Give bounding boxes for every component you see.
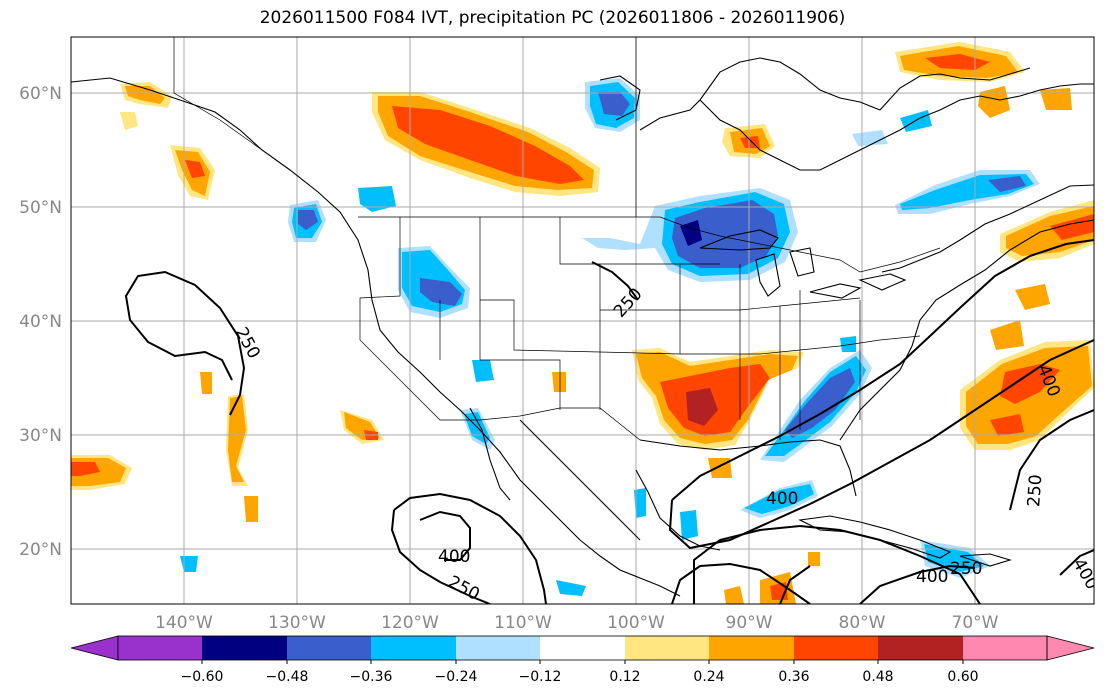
colorbar-extend-low xyxy=(70,635,119,661)
lat-label: 20°N xyxy=(19,540,62,560)
colorbar-tick-label: 0.48 xyxy=(862,669,893,685)
colorbar-swatch xyxy=(878,636,963,660)
lat-label: 40°N xyxy=(19,312,62,332)
longitude-labels: 140°W 130°W 120°W 110°W 100°W 90°W 80°W … xyxy=(155,613,999,633)
lon-label: 100°W xyxy=(607,613,665,633)
colorbar-swatch xyxy=(287,636,371,660)
colorbar-tick-label: −0.24 xyxy=(435,669,478,685)
map-border xyxy=(70,36,1095,605)
lon-label: 140°W xyxy=(155,613,213,633)
lon-label: 120°W xyxy=(381,613,439,633)
colorbar-tick-label: −0.12 xyxy=(519,669,562,685)
lat-label: 50°N xyxy=(19,198,62,218)
colorbar-swatch xyxy=(202,636,287,660)
ivt-contours xyxy=(124,239,1094,604)
lon-label: 90°W xyxy=(726,613,773,633)
lon-label: 80°W xyxy=(839,613,886,633)
lat-label: 30°N xyxy=(19,426,62,446)
colorbar-tick-label: 0.60 xyxy=(947,669,978,685)
latitude-labels: 60°N 50°N 40°N 30°N 20°N xyxy=(19,84,62,560)
lon-label: 110°W xyxy=(494,613,552,633)
colorbar-tick-label: 0.36 xyxy=(778,669,809,685)
colorbar-swatch xyxy=(371,636,456,660)
lat-label: 60°N xyxy=(19,84,62,104)
precip-anomaly-layer xyxy=(71,42,1094,604)
colorbar-tick-label: 0.24 xyxy=(693,669,724,685)
colorbar-swatch xyxy=(456,636,540,660)
political-borders xyxy=(173,37,941,441)
graticule xyxy=(71,37,1094,604)
colorbar-tick-label: −0.60 xyxy=(181,669,224,685)
colorbar-tick-label: 0.12 xyxy=(609,669,640,685)
contour-label: 250 xyxy=(950,559,982,579)
contour-label: 250 xyxy=(1024,474,1046,508)
colorbar-extend-high xyxy=(1046,635,1095,661)
contour-label: 400 xyxy=(766,489,798,509)
coastlines xyxy=(71,57,1094,597)
colorbar-swatch xyxy=(794,636,878,660)
colorbar-swatch xyxy=(963,636,1047,660)
colorbar-tick-label: −0.36 xyxy=(350,669,393,685)
map-title: 2026011500 F084 IVT, precipitation PC (2… xyxy=(259,8,846,28)
colorbar-swatch xyxy=(625,636,709,660)
colorbar-swatch xyxy=(709,636,794,660)
lon-label: 70°W xyxy=(952,613,999,633)
colorbar-tick-label: −0.48 xyxy=(266,669,309,685)
contour-label: 400 xyxy=(916,567,948,587)
colorbar: −0.60 −0.48 −0.36 −0.24 −0.12 0.12 0.24 … xyxy=(70,635,1095,685)
contour-label: 400 xyxy=(438,547,470,567)
colorbar-swatch xyxy=(118,636,202,660)
lon-label: 130°W xyxy=(268,613,326,633)
colorbar-swatch xyxy=(540,636,625,660)
